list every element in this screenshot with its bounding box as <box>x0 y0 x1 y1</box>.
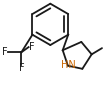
Text: F: F <box>2 47 8 57</box>
Text: HN: HN <box>60 60 75 70</box>
Text: F: F <box>19 63 24 73</box>
Text: F: F <box>29 42 34 52</box>
